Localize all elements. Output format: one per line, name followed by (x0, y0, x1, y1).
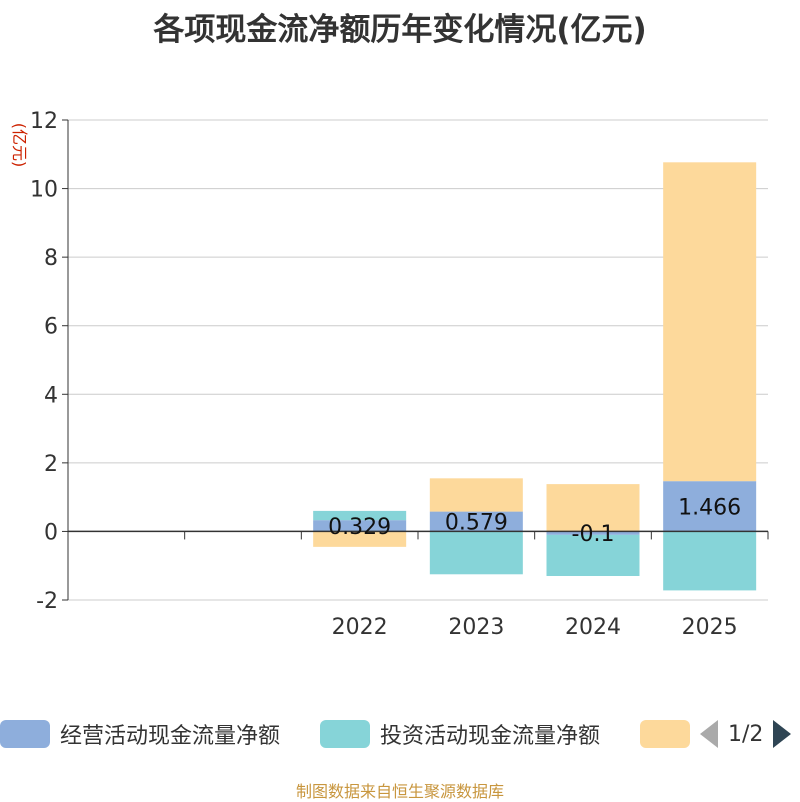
legend-item-operating[interactable]: 经营活动现金流量净额 (0, 718, 280, 750)
x-tick-label: 2022 (332, 615, 388, 640)
bar-operating-2022 (313, 520, 407, 532)
bar-financing-2025 (663, 162, 757, 482)
y-tick-label: 4 (44, 383, 58, 408)
legend-page-indicator: 1/2 (728, 721, 764, 747)
bar-investing-2025 (663, 531, 757, 591)
data-label: -0.1 (572, 522, 615, 547)
y-tick-label: 12 (30, 109, 58, 134)
labels: -2 0 2 4 6 8 10 12 2022 2023 2024 2025 0.329 0.579 -0.… (10, 109, 741, 640)
x-tick-label: 2023 (448, 615, 504, 640)
bars (313, 162, 757, 591)
legend-prev-icon[interactable] (700, 720, 718, 748)
x-tick-label: 2024 (565, 615, 621, 640)
bar-operating-2025 (663, 481, 757, 532)
legend-label-investing: 投资活动现金流量净额 (380, 724, 601, 749)
legend-label-operating: 经营活动现金流量净额 (60, 724, 281, 749)
bar-investing-2023 (429, 531, 523, 575)
legend-item-investing[interactable]: 投资活动现金流量净额 (320, 718, 600, 750)
data-label: 0.329 (328, 515, 391, 540)
axes (62, 119, 769, 601)
legend-next-icon[interactable] (773, 720, 792, 748)
x-tick-label: 2025 (682, 615, 738, 640)
bar-operating-2023 (429, 511, 523, 532)
y-tick-label: 0 (44, 520, 58, 545)
y-tick-label: 2 (44, 452, 58, 477)
chart-canvas: -2 0 2 4 6 8 10 12 2022 2023 2024 2025 0.329 0.579 -0.… (10, 109, 769, 640)
y-tick-label: 6 (44, 315, 58, 340)
chart-title: 各项现金流净额历年变化情况(亿元) (153, 12, 647, 48)
y-tick-label: 10 (30, 178, 58, 203)
legend-item-financing[interactable] (640, 718, 700, 750)
legend: 经营活动现金流量净额 投资活动现金流量净额 1/2 (0, 718, 800, 750)
y-tick-label: 8 (44, 246, 58, 271)
bar-investing-2022 (313, 510, 407, 521)
source-note: 制图数据来自恒生聚源数据库 (295, 782, 504, 801)
grid-lines (68, 119, 768, 601)
data-label: 1.466 (678, 495, 741, 520)
data-label: 0.579 (445, 511, 508, 536)
legend-swatch-financing (640, 720, 690, 748)
bar-financing-2022 (313, 531, 407, 547)
legend-swatch-investing (320, 720, 370, 748)
bar-operating-2024 (546, 531, 640, 535)
y-axis-unit-label: (亿元) (10, 123, 29, 168)
y-tick-label: -2 (36, 589, 58, 614)
bar-investing-2024 (546, 534, 640, 576)
bar-financing-2024 (546, 484, 640, 532)
legend-swatch-operating (0, 720, 50, 748)
bar-financing-2023 (429, 478, 523, 512)
legend-pager: 1/2 (700, 718, 792, 750)
